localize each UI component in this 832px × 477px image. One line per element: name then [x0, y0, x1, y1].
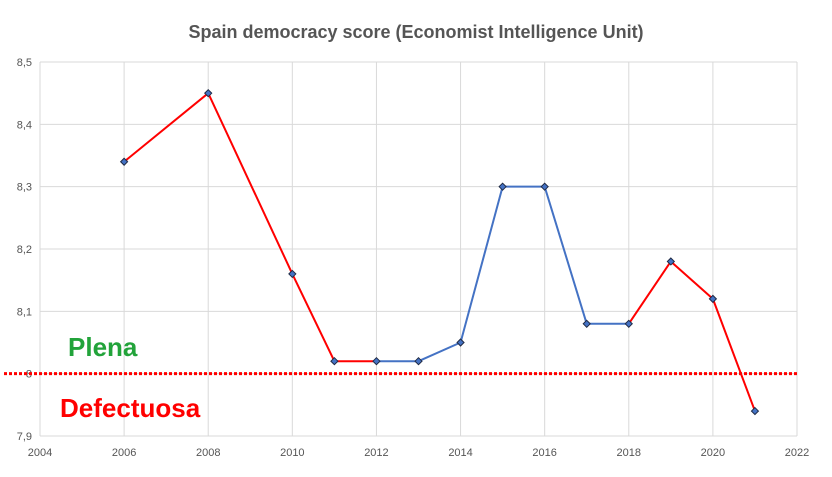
series-line-segment — [123, 92, 210, 163]
series-line-segment — [543, 185, 588, 325]
x-tick-label: 2008 — [196, 447, 220, 459]
axes: 2004 2006 2008 2010 2012 2014 2016 2018 2020 2022… — [17, 57, 810, 459]
y-tick-label: 8,2 — [17, 244, 32, 256]
series-line-segment — [669, 260, 714, 300]
series-line-segment — [207, 92, 294, 275]
x-tick-label: 2004 — [28, 447, 52, 459]
y-tick-label: 8,1 — [17, 306, 32, 318]
data-point — [624, 319, 633, 329]
y-tick-label: 8,4 — [17, 119, 32, 131]
x-tick-label: 2020 — [701, 447, 725, 459]
data-point — [666, 257, 676, 266]
data-point — [456, 338, 465, 347]
series-line-segment — [627, 260, 672, 325]
x-tick-label: 2014 — [448, 447, 472, 459]
data-point — [582, 319, 591, 329]
data-point — [708, 294, 718, 304]
x-tick-label: 2018 — [617, 447, 641, 459]
data-point — [204, 88, 213, 98]
data-point — [750, 406, 760, 416]
series-line-segment — [459, 185, 504, 344]
y-tick-label: 8,3 — [17, 182, 32, 194]
x-tick-label: 2022 — [785, 447, 809, 459]
data-point — [119, 157, 129, 166]
data-point — [288, 269, 297, 279]
x-tick-label: 2016 — [532, 447, 556, 459]
gridlines — [39, 61, 798, 437]
data-point — [414, 356, 423, 366]
x-tick-label: 2012 — [364, 447, 388, 459]
x-tick-label: 2006 — [112, 447, 136, 459]
series-line-segment — [417, 341, 462, 363]
zone-label-defectuosa: Defectuosa — [60, 393, 201, 423]
zone-label-plena: Plena — [68, 332, 138, 362]
annotation-layer: Plena Defectuosa — [60, 332, 201, 423]
series-line-segment — [711, 297, 756, 413]
y-tick-label: 8 — [26, 369, 32, 381]
series-line-segment — [291, 272, 336, 363]
data-point — [540, 182, 549, 191]
data-point — [498, 182, 507, 191]
data-point — [372, 356, 381, 366]
data-point — [330, 356, 339, 366]
chart-title: Spain democracy score (Economist Intelli… — [188, 22, 643, 42]
series-layer — [119, 88, 760, 416]
y-tick-label: 8,5 — [17, 57, 32, 69]
y-tick-label: 7,9 — [17, 431, 32, 443]
x-tick-label: 2010 — [280, 447, 304, 459]
